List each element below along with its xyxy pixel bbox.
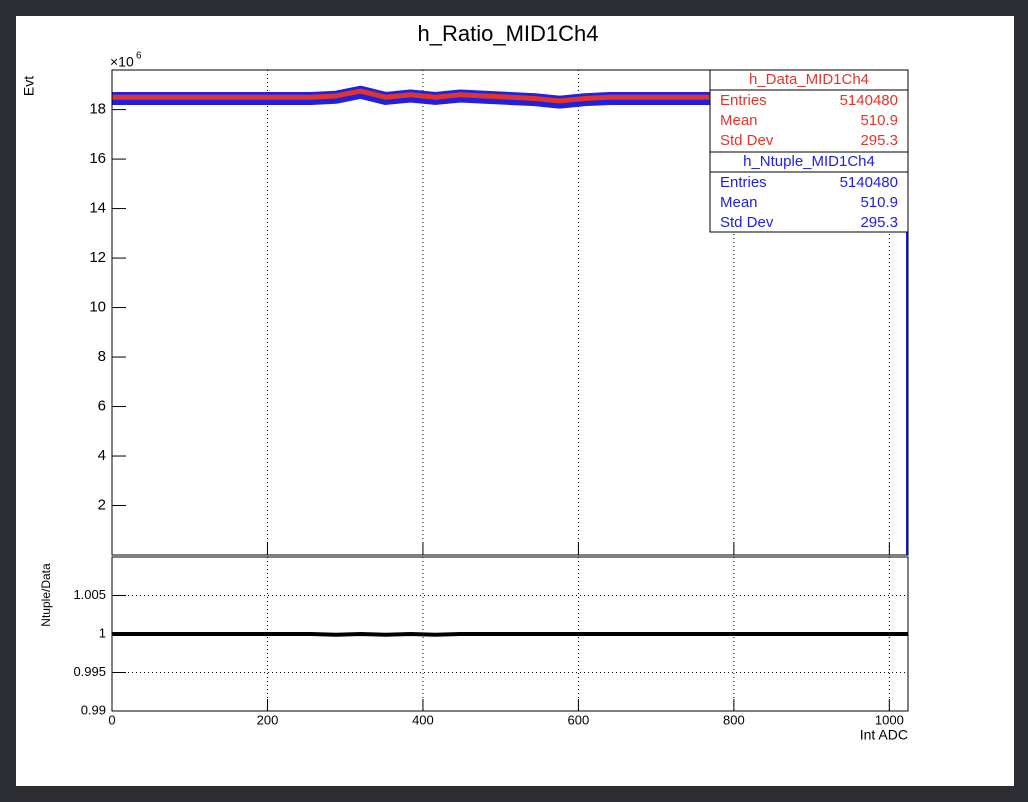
- y-tick-label: 18: [89, 101, 106, 118]
- stats-value: 510.9: [860, 112, 898, 129]
- stats-label: Entries: [720, 92, 767, 109]
- y-tick-label: 10: [89, 299, 106, 316]
- x-tick-label: 0: [108, 712, 115, 727]
- y-axis-label: Evt: [21, 76, 37, 96]
- series-line: [112, 632, 908, 637]
- y-tick-label: 6: [98, 397, 106, 414]
- y-tick-label: 16: [89, 150, 106, 167]
- stats-box: [709, 69, 909, 153]
- y-tick-label: 8: [98, 348, 106, 365]
- stats-label: Mean: [720, 194, 758, 211]
- x-tick-label: 600: [568, 712, 590, 727]
- y-tick-label: 1: [99, 625, 106, 640]
- y-tick-label: 0.995: [73, 664, 106, 679]
- top-frame: [111, 69, 909, 556]
- y-tick-label: 1.005: [73, 587, 106, 602]
- y-tick-label: 14: [89, 200, 106, 217]
- stats-value: 295.3: [860, 132, 898, 149]
- y-tick-label: 0.99: [81, 702, 106, 717]
- x-tick-label: 1000: [875, 712, 904, 727]
- y-tick-label: 12: [89, 249, 106, 266]
- y-tick-label: 2: [98, 496, 106, 513]
- stats-value: 5140480: [840, 92, 898, 109]
- y-tick-label: 4: [98, 447, 106, 464]
- stats-label: Entries: [720, 174, 767, 191]
- stats-label: Std Dev: [720, 214, 774, 231]
- x-axis-label: Int ADC: [860, 727, 908, 743]
- x-tick-label: 400: [412, 712, 434, 727]
- chart-title: h_Ratio_MID1Ch4: [418, 21, 599, 46]
- y-exponent: 6: [136, 51, 142, 62]
- stats-value: 510.9: [860, 194, 898, 211]
- y-axis-label: Ntuple/Data: [39, 563, 53, 627]
- stats-label: Std Dev: [720, 132, 774, 149]
- x-tick-label: 800: [723, 712, 745, 727]
- stats-value: 5140480: [840, 174, 898, 191]
- bottom-frame: [111, 556, 909, 712]
- stats-value: 295.3: [860, 214, 898, 231]
- x-tick-label: 200: [257, 712, 279, 727]
- stats-title: h_Ntuple_MID1Ch4: [743, 153, 875, 170]
- stats-box: [709, 151, 909, 233]
- stats-title: h_Data_MID1Ch4: [749, 71, 869, 88]
- y-multiplier: ×10: [110, 54, 134, 70]
- stats-label: Mean: [720, 112, 758, 129]
